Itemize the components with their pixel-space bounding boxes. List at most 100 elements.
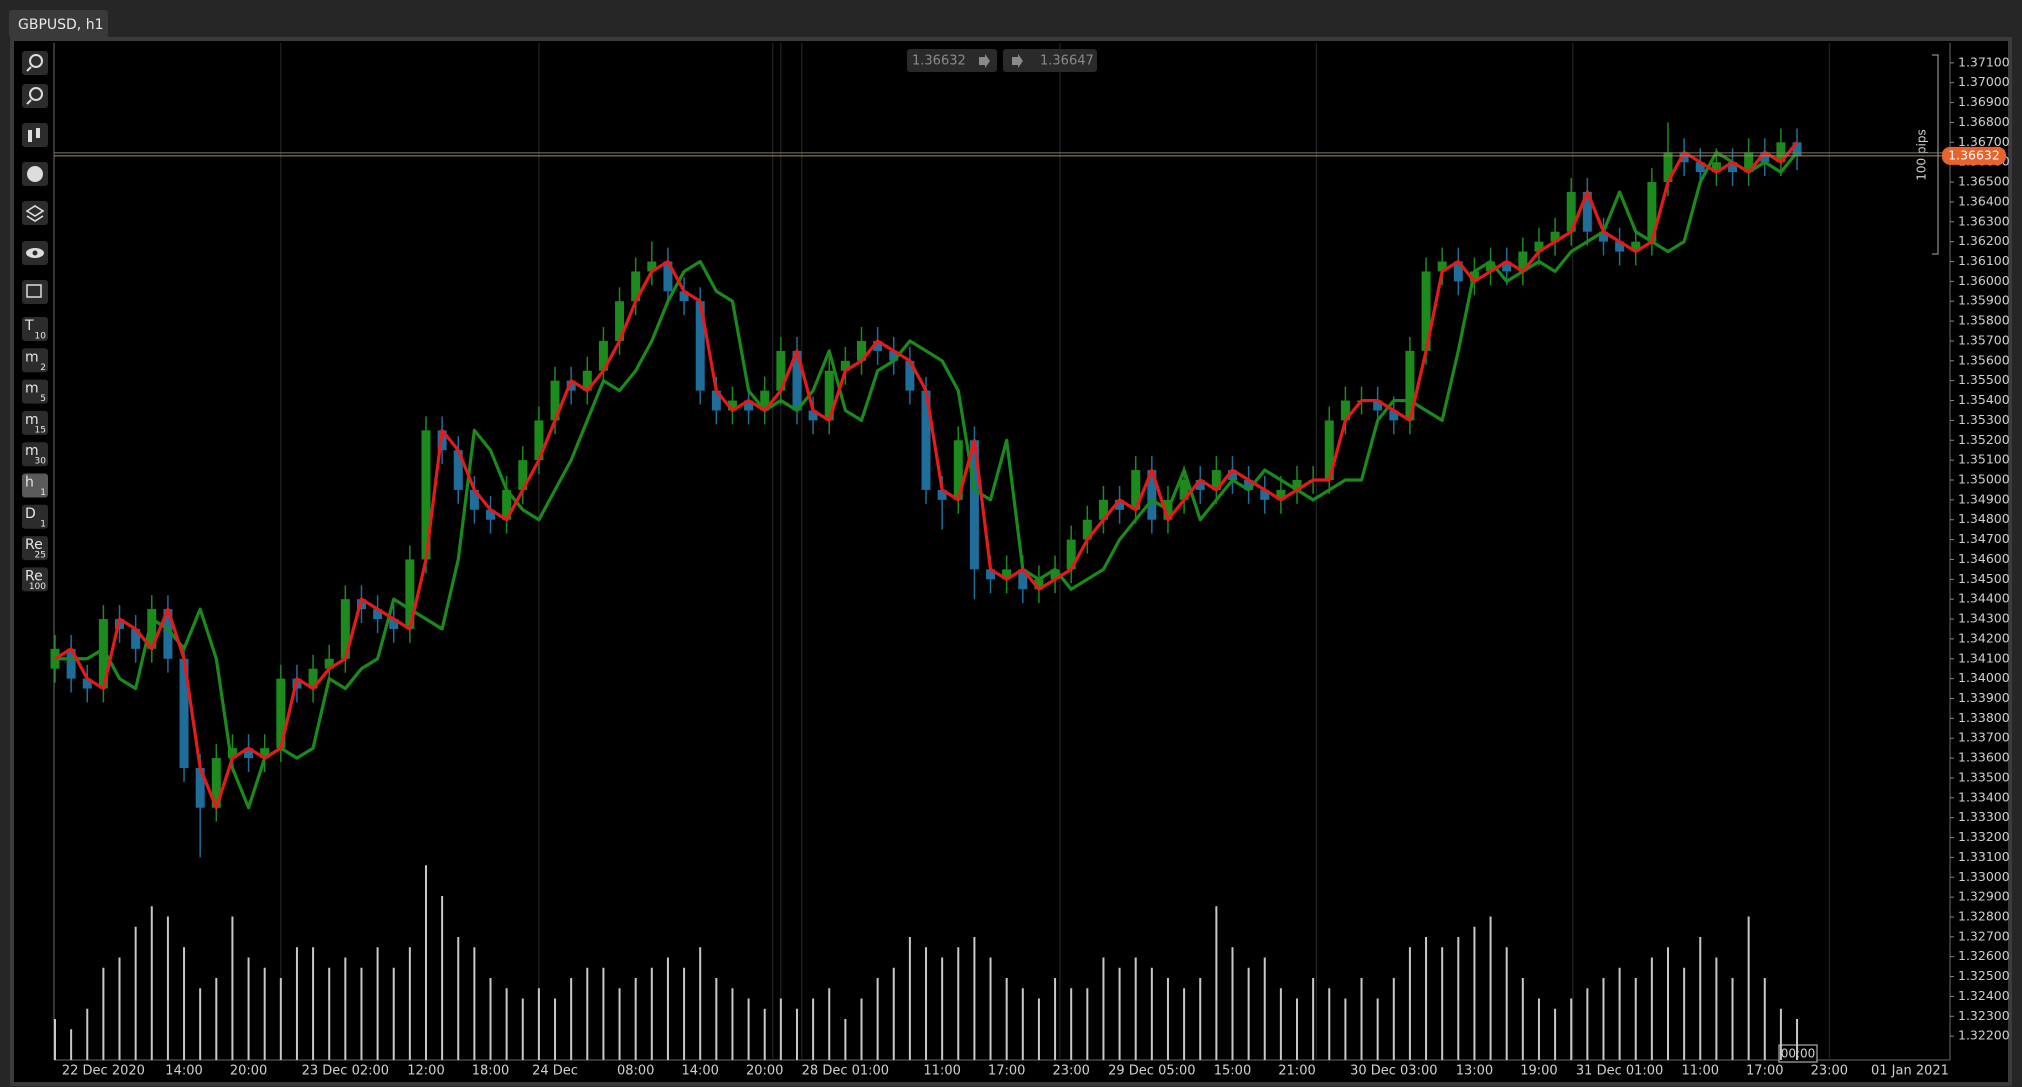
volume-bar (1166, 978, 1169, 1060)
volume-bar (408, 947, 411, 1060)
candle-body (1179, 479, 1189, 500)
y-tick-label: 1.36200 (1958, 233, 2010, 248)
x-tick-label: 17:00 (988, 1064, 1025, 1079)
y-tick-label: 1.35300 (1958, 412, 2010, 427)
sell-button[interactable] (907, 49, 997, 72)
candle-body (1502, 261, 1512, 272)
timeframe-label: Re (25, 568, 43, 584)
y-tick-label: 1.34500 (1958, 571, 2010, 586)
volume-bar (1360, 978, 1363, 1060)
volume-bar (1570, 998, 1573, 1060)
volume-bar (1247, 967, 1250, 1060)
y-tick-label: 1.34800 (1958, 511, 2010, 526)
volume-bar (1441, 947, 1444, 1060)
candle-body (824, 370, 834, 421)
candle-body (211, 758, 221, 808)
toolbar-icons (22, 51, 48, 304)
timeframe-sub: 25 (35, 551, 46, 561)
timeframe-sub: 10 (35, 332, 47, 342)
candle-body (1211, 470, 1221, 490)
volume-bar (457, 937, 460, 1060)
candle-body (550, 380, 560, 421)
candle-body (1647, 182, 1657, 242)
chart-type[interactable] (22, 123, 48, 147)
volume-bar (763, 1008, 766, 1060)
timeframe-sub: 100 (29, 582, 46, 592)
y-tick-label: 1.36100 (1958, 253, 2010, 268)
volume-bar (828, 988, 831, 1060)
x-tick-label: 11:00 (1682, 1064, 1719, 1079)
candle-body (727, 400, 737, 411)
timeframe-button[interactable] (22, 442, 48, 467)
candle-body (195, 768, 205, 808)
volume-bar (344, 957, 347, 1060)
icon (32, 250, 38, 256)
timeframe-button[interactable] (22, 473, 48, 498)
candle-body (1373, 400, 1383, 411)
volume-bar (70, 1029, 73, 1060)
settings[interactable] (22, 280, 48, 304)
x-tick-label: 18:00 (472, 1064, 509, 1079)
volume-bar (715, 978, 718, 1060)
candle-body (808, 410, 818, 421)
buy-button[interactable] (1003, 49, 1097, 72)
timeframe-sub: 2 (40, 363, 46, 373)
x-tick-label: 15:00 (1214, 1064, 1251, 1079)
candle-body (1711, 162, 1721, 173)
timeframe-button[interactable] (22, 410, 48, 435)
y-tick-label: 1.36700 (1958, 134, 2010, 149)
timeframe-button[interactable] (22, 317, 48, 341)
y-tick-label: 1.34400 (1958, 591, 2010, 606)
candle-body (1631, 241, 1641, 252)
volume-bar (441, 896, 444, 1060)
volume-bar (473, 947, 476, 1060)
tab-label: GBPUSD, h1 (18, 17, 104, 33)
y-tick-label: 1.36000 (1958, 273, 2010, 288)
timeframe-button[interactable] (22, 379, 48, 404)
timeframe-sub: 15 (35, 425, 46, 435)
timeframe-sub: 1 (40, 488, 46, 498)
icon (26, 284, 42, 298)
x-tick-label: 22 Dec 2020 (62, 1064, 145, 1079)
candle-body (405, 559, 415, 629)
volume-bar (86, 1008, 89, 1060)
y-tick-label: 1.35900 (1958, 293, 2010, 308)
timeframe-button[interactable] (22, 504, 48, 529)
candle-body (1050, 569, 1060, 580)
candle-body (1066, 539, 1076, 570)
timeframe-button[interactable] (22, 567, 48, 592)
volume-bar (1328, 988, 1331, 1060)
timeframe-sub: 1 (40, 519, 46, 529)
volume-bar (650, 967, 653, 1060)
x-tick-label: 17:00 (1746, 1064, 1783, 1079)
volume-bar (586, 967, 589, 1060)
timeframe-sub: 30 (35, 457, 47, 467)
candle-body (1518, 251, 1528, 272)
candle-body (1260, 489, 1270, 500)
timeframe-button[interactable] (22, 348, 48, 373)
timeframe-label: h (25, 475, 34, 491)
candle-body (82, 678, 92, 689)
y-tick-label: 1.34700 (1958, 531, 2010, 546)
candle-body (244, 748, 254, 759)
candle-body (373, 609, 383, 620)
candle-body (1405, 350, 1415, 421)
y-tick-label: 1.33300 (1958, 809, 2010, 824)
y-tick-label: 1.32400 (1958, 988, 2010, 1003)
volume-bar (1489, 916, 1492, 1060)
candle-body (776, 350, 786, 391)
volume-bar (183, 947, 186, 1060)
candle-body (969, 440, 979, 570)
layers[interactable] (22, 201, 48, 225)
y-tick-label: 1.37000 (1958, 74, 2010, 89)
y-tick-label: 1.32500 (1958, 968, 2010, 983)
tab[interactable] (9, 10, 108, 38)
timeframe-button[interactable] (22, 536, 48, 561)
volume-bar (812, 998, 815, 1060)
volume-bar (1796, 1019, 1799, 1060)
x-tick-label: 31 Dec 01:00 (1576, 1064, 1663, 1079)
y-tick-label: 1.35400 (1958, 392, 2010, 407)
volume-bar (1731, 978, 1734, 1060)
candle-body (324, 658, 334, 669)
candle-body (469, 489, 479, 510)
